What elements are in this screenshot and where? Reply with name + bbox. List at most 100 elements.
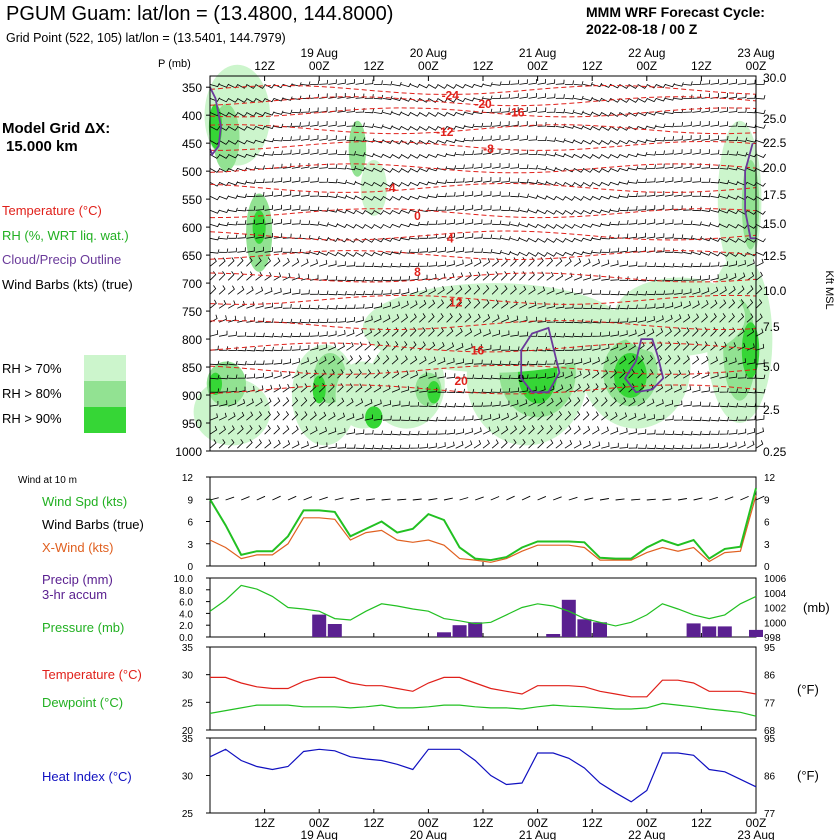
wind-barb-781 (464, 427, 473, 435)
wind-barb-1030 (555, 138, 566, 143)
wind-barb-1219 (619, 140, 630, 145)
grid-point-label: Grid Point (522, 105) lat/lon = (13.5401… (6, 31, 286, 45)
wind-barb-931 (519, 257, 526, 267)
wind-barb-10m-2 (241, 496, 250, 501)
wind-barb-827 (482, 314, 491, 323)
wind-panel-r-tick-label-1: 3 (764, 540, 770, 551)
wind-barb-606 (410, 248, 420, 253)
isotherm-1 (209, 96, 757, 107)
wind-barb-1409 (683, 149, 692, 155)
wind-barb-976 (537, 136, 547, 141)
wind-barb-21 (209, 374, 220, 380)
wind-barb-599 (410, 154, 421, 159)
wind-barb-274 (300, 135, 310, 141)
top-time-tick-label-7: 00Z (636, 59, 657, 73)
wind-barb-477 (364, 328, 373, 337)
wind-barb-383 (337, 150, 347, 155)
cloud-outline-0 (209, 86, 222, 157)
wind-barb-1101 (573, 370, 582, 379)
wind-barb-583 (400, 300, 409, 309)
wind-barb-1214 (610, 442, 619, 449)
wind-barb-647 (419, 443, 428, 449)
wind-barb-1549 (728, 223, 739, 229)
wind-barb-524 (382, 237, 393, 242)
wind-barb-1545 (728, 166, 739, 171)
pressure-tick-label-0: 998 (764, 633, 781, 644)
wind-barb-1054 (564, 94, 575, 100)
wind-barb-437 (355, 152, 366, 157)
wind-barb-901 (510, 222, 520, 227)
wind-barb-432 (355, 79, 364, 85)
wind-barb-581 (401, 275, 410, 281)
isotherm-2 (209, 107, 757, 118)
wind-barb-1407 (683, 121, 692, 127)
wind-barb-1636 (755, 299, 763, 309)
rh-region-16 (614, 353, 647, 398)
wind-barb-832 (482, 388, 493, 394)
wind-barb-1312 (646, 303, 656, 309)
wind-barb-1583 (737, 313, 745, 323)
wind-barb-725 (446, 402, 456, 408)
wind-barb-923 (519, 149, 529, 155)
wind-barb-247 (291, 135, 301, 141)
wind-barb-376 (328, 427, 337, 435)
wind-barb-1309 (646, 262, 656, 267)
wind-barb-1243 (628, 98, 639, 103)
wind-barb-1156 (591, 383, 599, 393)
wind-barb-1090 (573, 223, 584, 229)
wind-barb-1279 (637, 219, 647, 225)
wind-barb-482 (364, 398, 373, 407)
wind-barb-833 (482, 401, 492, 407)
wind-barb-202 (273, 257, 281, 267)
top-time-tick-label-5: 00Z (527, 59, 548, 73)
wind-barb-1074 (564, 371, 573, 379)
wind-barb-1303 (646, 177, 656, 183)
wind-barb-444 (355, 251, 366, 257)
wind-barb-10m-29 (662, 498, 672, 501)
top-time-tick-label-4: 12Z (473, 59, 494, 73)
wind-barb-877 (500, 257, 508, 267)
wind-barb-76 (228, 387, 237, 393)
kft-tick-label-1: 25.0 (763, 112, 787, 126)
wind-barb-362 (328, 237, 339, 242)
wind-barb-1153 (592, 344, 601, 351)
bottom-time-tick-label-7: 00Z (636, 816, 657, 830)
wind-barb-1439 (692, 192, 702, 197)
wind-barb-1554 (728, 285, 736, 295)
wind-barb-883 (501, 345, 511, 351)
wind-barb-1118 (582, 236, 593, 242)
wind-barb-1034 (555, 195, 566, 201)
kft-tick-label-10: 2.5 (763, 403, 780, 417)
wind-barb-190 (273, 97, 284, 102)
wind-barb-932 (519, 271, 526, 281)
wind-barb-1325 (655, 110, 666, 115)
wind-barb-902 (510, 236, 521, 242)
wind-barb-59 (228, 154, 239, 159)
wind-barb-1224 (619, 206, 629, 212)
wind-barb-490 (373, 139, 384, 144)
wind-barb-720 (446, 327, 454, 337)
wind-barb-1020 (546, 372, 555, 379)
wind-barb-241 (282, 425, 290, 435)
wind-barb-989 (537, 317, 547, 323)
wind-barb-147 (255, 246, 264, 253)
legend-cloud-outline: Cloud/Precip Outline (2, 252, 122, 267)
wind-barb-1035 (555, 209, 566, 215)
wind-barb-1305 (646, 205, 656, 211)
wind-barb-609 (410, 287, 419, 295)
wind-barb-1532 (719, 356, 728, 365)
wind-barb-548 (391, 195, 402, 201)
wind-barb-1530 (719, 327, 726, 337)
wind-barb-456 (355, 413, 364, 421)
wind-barb-731 (455, 111, 466, 116)
wind-barb-10m-9 (350, 497, 360, 501)
wind-barb-69 (227, 285, 235, 295)
p-axis-label: P (mb) (158, 58, 191, 70)
wind-barb-1424 (682, 355, 690, 365)
wind-barb-1553 (728, 273, 737, 281)
wind-barb-1522 (719, 223, 730, 229)
wind-barb-690 (437, 286, 445, 295)
wind-barb-741 (455, 247, 465, 253)
wind-barb-1333 (655, 219, 665, 225)
wind-barb-775 (464, 343, 473, 351)
